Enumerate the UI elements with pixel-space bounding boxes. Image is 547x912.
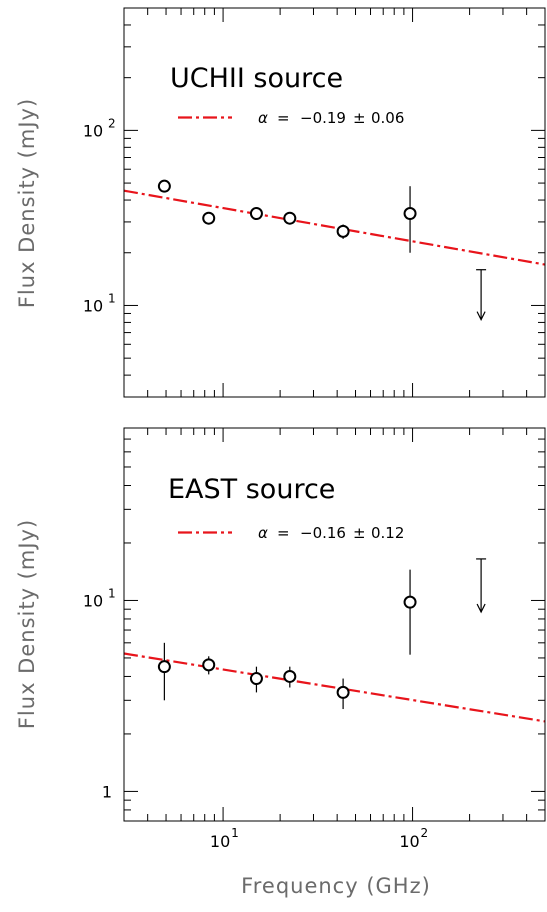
- east-data-point: [336, 685, 350, 699]
- uchii-data-point: [283, 211, 297, 225]
- uchii-y-tick-exponent: 2: [108, 116, 116, 130]
- east-fit-line: [123, 652, 546, 723]
- east-y-tick-labels: 1 10 1: [83, 586, 116, 801]
- east-legend-symbol: α: [258, 524, 268, 542]
- east-plot-frame: [123, 427, 546, 822]
- east-x-tick-exponent: 2: [421, 826, 429, 840]
- east-data-point: [202, 658, 216, 672]
- east-legend-err: 0.12: [371, 524, 404, 542]
- east-fit-line-path: [123, 652, 546, 723]
- east-y-axis-label: Flux Density (mJy): [15, 519, 39, 729]
- uchii-upper-limit-arrowhead: [476, 311, 486, 321]
- east-data-point: [283, 669, 297, 683]
- uchii-data-point: [403, 207, 417, 221]
- uchii-data-point: [202, 211, 216, 225]
- uchii-fit-line-path: [123, 189, 546, 266]
- uchii-legend-eq: =: [277, 109, 290, 127]
- east-data-points: [157, 569, 417, 710]
- east-upper-limits: [476, 558, 487, 614]
- east-x-tick-label: 10: [399, 832, 419, 851]
- east-y-tick-label: 1: [102, 782, 112, 801]
- east-legend-pm: ±: [353, 524, 366, 542]
- east-panel: 110 1 10 1 10 2 EAST source α = −0.16 ± 0.12…: [15, 427, 546, 851]
- uchii-y-tick-label: 10: [83, 121, 103, 140]
- east-upper-limit-arrowhead: [476, 603, 486, 614]
- uchii-y-tick-exponent: 1: [108, 291, 116, 305]
- east-panel-title: EAST source: [168, 474, 335, 505]
- east-legend-eq: =: [277, 524, 290, 542]
- uchii-legend: α = −0.19 ± 0.06: [178, 109, 404, 127]
- uchii-y-axis-label: Flux Density (mJy): [15, 98, 39, 308]
- uchii-legend-pm: ±: [353, 109, 366, 127]
- uchii-panel: 10 1 10 2 UCHII source α = −0.19 ± 0.06 Flu…: [15, 7, 546, 398]
- east-y-tick-exponent: 1: [108, 586, 116, 600]
- uchii-legend-value: −0.19: [300, 109, 346, 127]
- east-x-tick-labels: 10 1 10 2: [210, 826, 428, 851]
- x-axis-label: Frequency (GHz): [241, 874, 431, 898]
- uchii-y-tick-label: 10: [83, 296, 103, 315]
- east-x-tick-label: 10: [210, 832, 230, 851]
- uchii-plot-frame: [123, 7, 546, 398]
- uchii-y-tick-labels: 10 1 10 2: [83, 116, 116, 315]
- east-legend-value: −0.16: [300, 524, 346, 542]
- uchii-upper-limits: [476, 269, 487, 321]
- uchii-data-point: [157, 179, 171, 193]
- east-data-point: [249, 672, 263, 686]
- uchii-data-point: [336, 224, 350, 238]
- east-x-tick-exponent: 1: [231, 826, 239, 840]
- east-y-tick-label: 10: [83, 591, 103, 610]
- uchii-fit-line: [123, 189, 546, 266]
- east-data-point: [157, 660, 171, 674]
- east-data-point: [403, 595, 417, 609]
- uchii-data-point: [249, 207, 263, 221]
- uchii-legend-err: 0.06: [371, 109, 404, 127]
- uchii-panel-title: UCHII source: [170, 63, 343, 94]
- uchii-data-points: [157, 179, 417, 253]
- uchii-legend-symbol: α: [258, 109, 268, 127]
- east-legend: α = −0.16 ± 0.12: [178, 524, 404, 542]
